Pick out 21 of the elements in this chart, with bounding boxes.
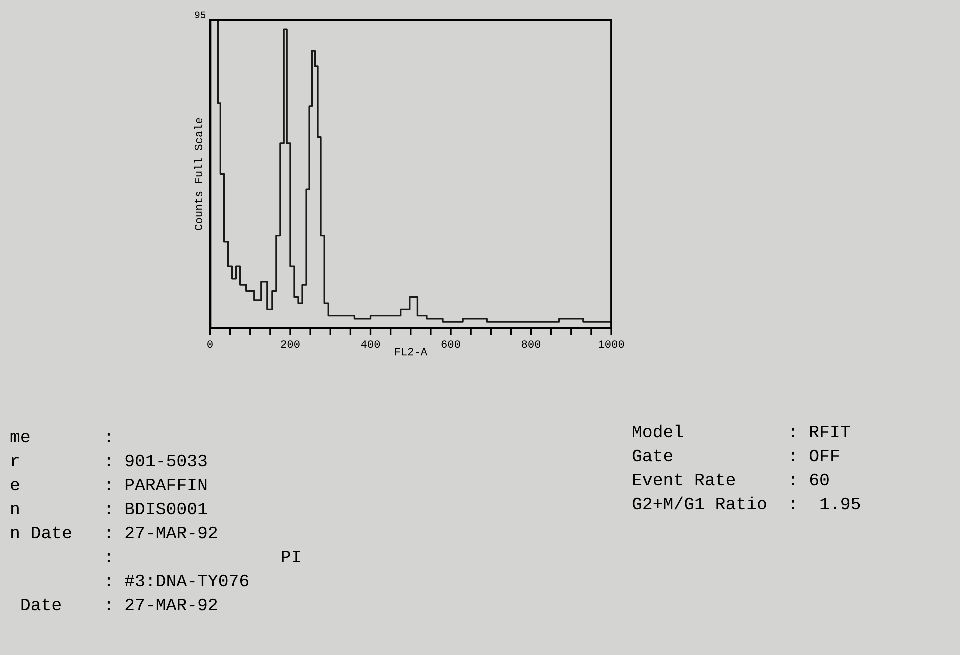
y-axis-title: Counts Full Scale bbox=[194, 118, 202, 230]
text: 95 bbox=[195, 12, 206, 18]
x-tick-label: 0 bbox=[208, 340, 213, 348]
x-tick-label: 1000 bbox=[598, 340, 624, 348]
text: n : BDIS0001 bbox=[12, 502, 208, 515]
text: Date : 27-MAR-92 bbox=[22, 598, 218, 611]
text: : #3:DNA-TY076 bbox=[108, 574, 248, 587]
text: e : PARAFFIN bbox=[11, 479, 207, 491]
text: G2+M/G1 Ratio : 1.95 bbox=[632, 496, 860, 510]
x-tick-label: 600 bbox=[442, 340, 460, 348]
text: Gate : OFF bbox=[632, 450, 840, 462]
x-axis-title: FL2-A bbox=[395, 348, 428, 356]
text: Model : RFIT bbox=[633, 424, 850, 438]
text: : PI bbox=[108, 551, 300, 562]
text: Event Rate : 60 bbox=[633, 474, 829, 486]
text: r : 901-5033 bbox=[12, 454, 207, 467]
x-tick-label: 200 bbox=[281, 340, 300, 348]
text: me : bbox=[10, 433, 110, 443]
x-tick-label: 400 bbox=[361, 340, 380, 348]
text: n Date : 27-MAR-92 bbox=[12, 526, 218, 539]
x-tick-label: 800 bbox=[522, 340, 541, 348]
